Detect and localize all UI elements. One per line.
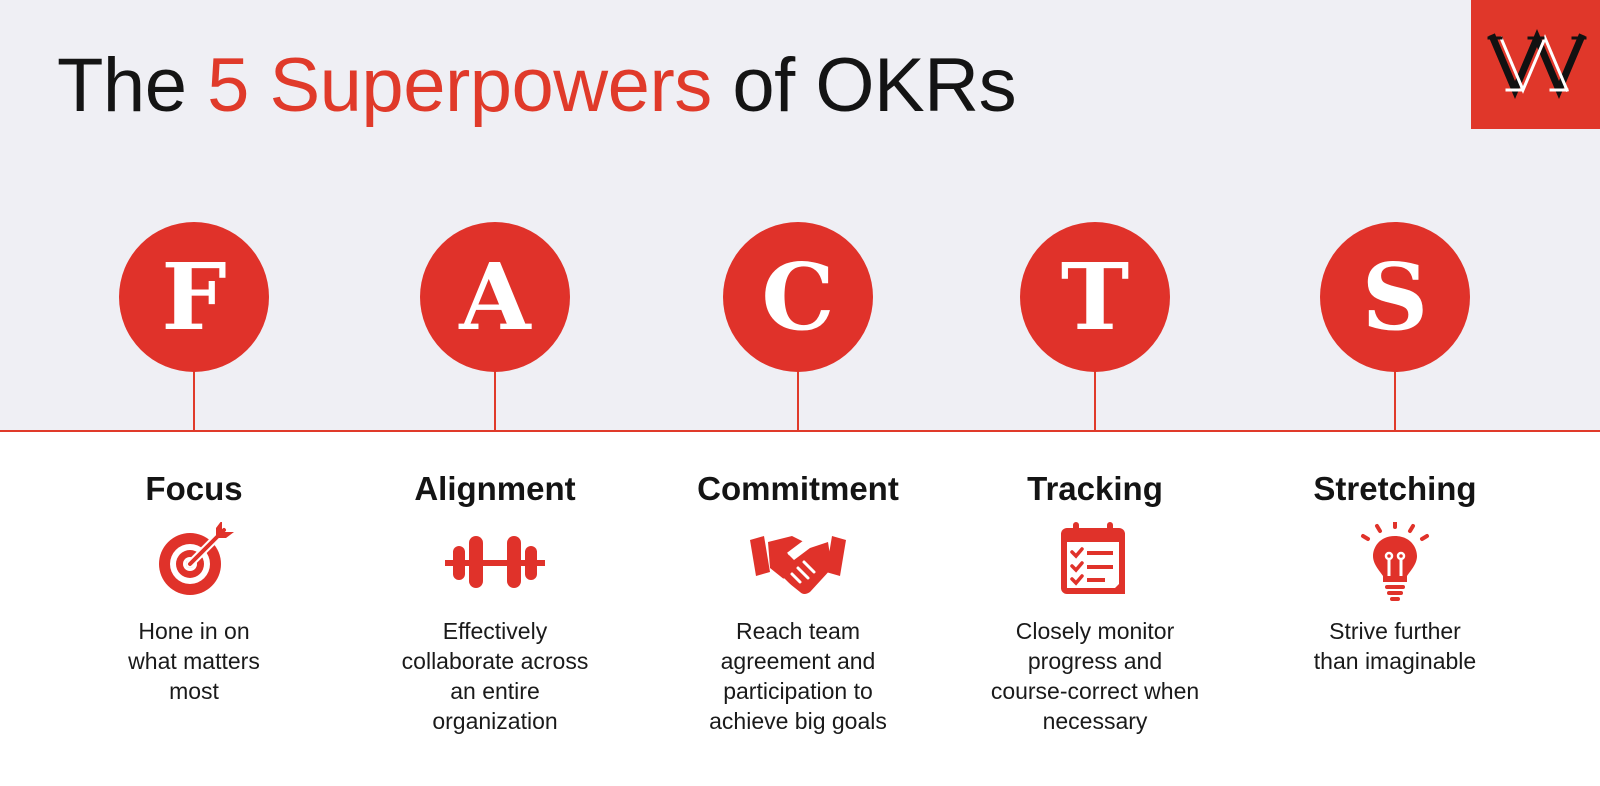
pillar-description: Hone in on what matters most <box>74 616 314 706</box>
pillar-letter: F <box>161 243 227 351</box>
description-line: most <box>169 678 219 704</box>
description-line: Effectively <box>442 618 548 644</box>
pillar-letter: S <box>1361 243 1429 351</box>
description-line: course-correct when <box>990 678 1200 704</box>
pillar-stem <box>797 370 799 432</box>
brand-logo <box>1471 0 1600 129</box>
letter-circle: C <box>723 222 873 372</box>
pillar-description: Reach team agreement and participation t… <box>678 616 918 736</box>
pillar-letter: C <box>761 243 835 351</box>
letter-circle: A <box>420 222 570 372</box>
pillar-stem <box>494 370 496 432</box>
target-icon <box>144 522 244 602</box>
description-line: achieve big goals <box>709 708 887 734</box>
pillar-heading: Alignment <box>414 470 576 507</box>
description-line: progress and <box>1027 648 1163 674</box>
description-line: organization <box>432 708 558 734</box>
letter-circle: T <box>1020 222 1170 372</box>
handshake-icon <box>748 522 848 602</box>
title-suffix: of OKRs <box>711 43 1017 128</box>
description-line: agreement and <box>720 648 876 674</box>
lightbulb-icon <box>1345 522 1445 602</box>
dumbbell-icon <box>445 522 545 602</box>
description-line: an entire <box>450 678 540 704</box>
description-line: than imaginable <box>1313 648 1477 674</box>
description-line: collaborate across <box>401 648 589 674</box>
page-title: The 5 Superpowers of OKRs <box>57 38 1017 134</box>
description-line: Closely monitor <box>1015 618 1175 644</box>
title-prefix: The <box>57 43 208 128</box>
pillar-heading: Commitment <box>697 470 899 507</box>
pillar-description: Closely monitor progress and course-corr… <box>975 616 1215 736</box>
letter-circle: S <box>1320 222 1470 372</box>
description-line: necessary <box>1042 708 1148 734</box>
description-line: Reach team <box>735 618 860 644</box>
timeline-line <box>0 430 1600 432</box>
pillar-heading: Stretching <box>1313 470 1477 507</box>
title-accent: 5 Superpowers <box>207 43 712 128</box>
pillar-description: Effectively collaborate across an entire… <box>375 616 615 736</box>
description-line: Hone in on <box>138 618 250 644</box>
pillar-letter: A <box>459 243 531 351</box>
pillar-heading: Tracking <box>1027 470 1163 507</box>
pillar-heading: Focus <box>145 470 243 507</box>
description-line: Strive further <box>1329 618 1461 644</box>
pillar-stem <box>1094 370 1096 432</box>
pillar-stem <box>193 370 195 432</box>
pillar-letter: T <box>1060 243 1130 351</box>
description-line: participation to <box>723 678 873 704</box>
calendar-checklist-icon <box>1045 522 1145 602</box>
description-line: what matters <box>128 648 260 674</box>
wm-monogram-icon <box>1487 29 1587 99</box>
pillar-stem <box>1394 370 1396 432</box>
pillar-description: Strive further than imaginable <box>1275 616 1515 676</box>
letter-circle: F <box>119 222 269 372</box>
